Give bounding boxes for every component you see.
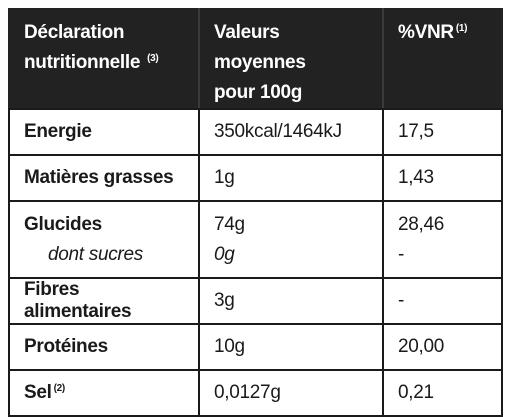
row-value-glucides-cell: 74g 0g [198, 200, 384, 279]
nutrition-table: Déclaration nutritionnelle (3) Valeurs m… [8, 8, 503, 417]
row-vnr-proteines: 20,00 [382, 323, 503, 371]
table-body: Energie 350kcal/1464kJ 17,5 Matières gra… [8, 108, 503, 417]
header-row: Déclaration nutritionnelle (3) Valeurs m… [8, 8, 503, 110]
row-vnr-energie: 17,5 [382, 108, 503, 156]
header-declaration-line2: nutritionnelle [24, 52, 141, 73]
row-label-sel: Sel [24, 382, 52, 403]
row-value-sel: 0,0127g [198, 369, 384, 417]
table-row: Matières grasses 1g 1,43 [8, 154, 503, 202]
row-value-glucides: 74g [214, 213, 245, 235]
header-vnr: %VNR (1) [382, 8, 503, 110]
row-value-energie: 350kcal/1464kJ [198, 108, 384, 156]
row-value-matieres-grasses: 1g [198, 154, 384, 202]
header-values-line2: pour 100g [214, 82, 303, 103]
row-vnr-fibres: - [382, 277, 503, 325]
row-label-proteines: Protéines [8, 323, 200, 371]
table-row: Glucides dont sucres 74g 0g 28,46 - [8, 200, 503, 279]
table-row: Energie 350kcal/1464kJ 17,5 [8, 108, 503, 156]
row-vnr-dont-sucres: - [398, 243, 405, 265]
row-value-dont-sucres: 0g [214, 243, 235, 265]
row-label-glucides: Glucides [24, 213, 102, 235]
table-header: Déclaration nutritionnelle (3) Valeurs m… [8, 8, 503, 110]
row-label-energie: Energie [8, 108, 200, 156]
header-declaration-line1: Déclaration [24, 22, 125, 43]
row-value-fibres: 3g [198, 277, 384, 325]
row-vnr-matieres-grasses: 1,43 [382, 154, 503, 202]
table-row: Sel (2) 0,0127g 0,21 [8, 369, 503, 417]
row-label-fibres: Fibres alimentaires [8, 277, 200, 325]
header-declaration: Déclaration nutritionnelle (3) [8, 8, 200, 110]
row-vnr-sel: 0,21 [382, 369, 503, 417]
row-vnr-glucides-cell: 28,46 - [382, 200, 503, 279]
header-declaration-line2-wrap: nutritionnelle (3) [24, 48, 184, 78]
table-row: Fibres alimentaires 3g - [8, 277, 503, 325]
header-vnr-note: (1) [455, 22, 468, 34]
table-row: Protéines 10g 20,00 [8, 323, 503, 371]
row-label-dont-sucres: dont sucres [48, 243, 143, 265]
header-declaration-note: (3) [147, 52, 159, 64]
header-vnr-label: %VNR [398, 22, 454, 43]
row-label-matieres-grasses: Matières grasses [8, 154, 200, 202]
header-values-line1: Valeurs moyennes [214, 22, 306, 73]
row-vnr-glucides: 28,46 [398, 213, 445, 235]
row-label-sel-note: (2) [53, 382, 66, 394]
header-values: Valeurs moyennes pour 100g [198, 8, 384, 110]
row-value-proteines: 10g [198, 323, 384, 371]
row-label-sel-cell: Sel (2) [8, 369, 200, 417]
row-label-glucides-cell: Glucides dont sucres [8, 200, 200, 279]
